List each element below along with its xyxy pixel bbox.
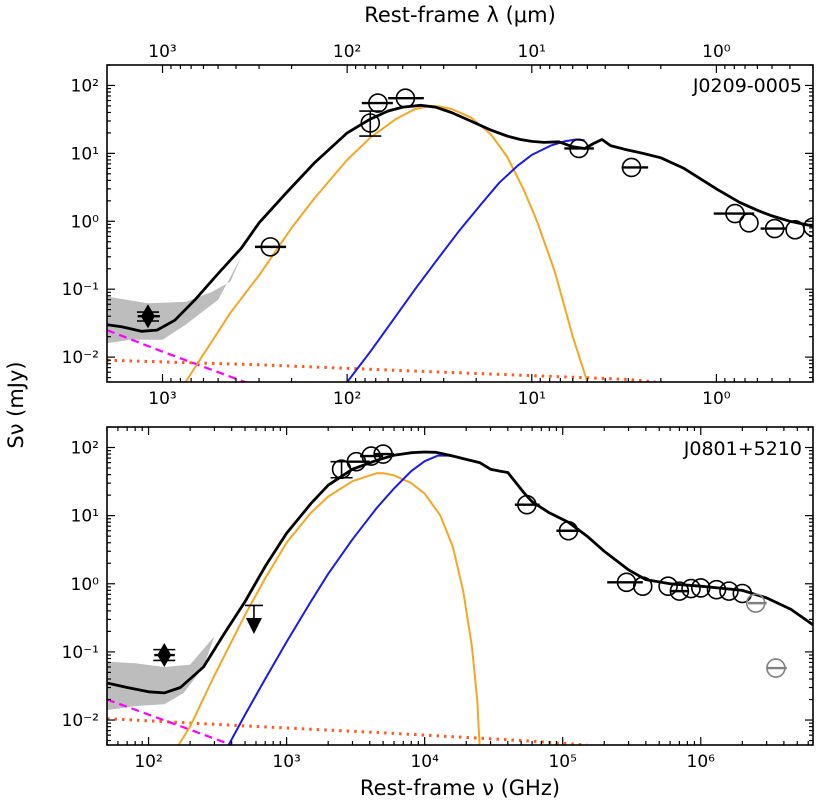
- bottom-nu-tick-label: 10²: [134, 752, 162, 772]
- bottom-data-point-11: [681, 578, 701, 599]
- top-data-point-7: [725, 203, 745, 224]
- top-y-tick-label: 10⁻¹: [62, 280, 99, 300]
- top-panel: 10²10¹10⁰10⁻¹10⁻²10³10²10¹10⁰10⁻¹10³10²1…: [62, 42, 830, 409]
- y-axis-title: Sν (mJy): [4, 361, 28, 448]
- top-lambda-tick-bottom-label: 10¹: [518, 389, 546, 409]
- top-data-point-9: [764, 218, 785, 239]
- bottom-total-model-line: [107, 450, 813, 695]
- bottom-data-point-8: [632, 576, 653, 597]
- top-y-tick-label: 10²: [71, 76, 99, 96]
- bottom-panel-source-label: J0801+5210: [683, 438, 802, 460]
- top-data-point-12: [822, 218, 830, 236]
- bottom-data-point-10: [669, 581, 690, 601]
- bottom-panel: 10² 10¹ 10⁰ 10⁻¹ 10⁻² 10² 10³ 10⁴ 10⁵ 10⁶ J0801+5…: [62, 426, 814, 772]
- top-lambda-tick-bottom-label: 10⁰: [702, 389, 731, 409]
- top-y-tick-label: 10⁻²: [62, 348, 99, 368]
- top-y-tick-label: 10¹: [71, 144, 99, 164]
- bottom-data-point-4: [373, 444, 393, 464]
- top-lambda-tick-top-label: 10⁰: [702, 42, 731, 62]
- top-data-point-11: [803, 217, 813, 237]
- bottom-panel-plot: [107, 444, 813, 745]
- top-warm-dust-line: [346, 138, 585, 382]
- bottom-grey-point-2: [766, 658, 786, 678]
- bottom-data-point-7: [616, 572, 637, 593]
- top-data-point-6: [621, 157, 642, 178]
- top-y-tick-label: 10⁰: [71, 212, 100, 232]
- bottom-cold-dust-line: [177, 472, 481, 745]
- bottom-nu-tick-label: 10³: [272, 752, 300, 772]
- top-radio-point-1: [140, 304, 155, 329]
- bottom-warm-dust-line: [227, 454, 457, 745]
- top-synchrotron-line: [107, 329, 249, 382]
- top-data-point-5: [569, 138, 589, 159]
- top-data-point-1: [260, 237, 281, 257]
- bottom-panel-ticks: 10² 10¹ 10⁰ 10⁻¹ 10⁻² 10² 10³ 10⁴ 10⁵ 10⁶: [62, 426, 813, 772]
- top-data-point-2: [360, 113, 381, 133]
- bottom-radio-band: [107, 636, 215, 711]
- top-axis-title: Rest-frame λ (μm): [364, 3, 556, 27]
- bottom-nu-tick-label: 10⁵: [548, 752, 576, 772]
- top-total-model-line: [107, 103, 813, 333]
- top-lambda-tick-top-label: 10²: [333, 42, 361, 62]
- bottom-panel-frame: [106, 426, 814, 746]
- bottom-synchrotron-line: [107, 698, 233, 745]
- top-data-point-8: [739, 212, 759, 233]
- bottom-radio-point-1: [157, 643, 172, 668]
- bottom-y-tick-label: 10⁻¹: [62, 643, 99, 663]
- top-panel-plot: [107, 88, 830, 382]
- bottom-data-point-14: [719, 581, 739, 601]
- bottom-data-point-13: [706, 579, 727, 600]
- bottom-data-point-12: [690, 578, 711, 598]
- top-lambda-tick-top-label: 10³: [148, 42, 176, 62]
- top-lambda-tick-bottom-label: 10²: [333, 389, 361, 409]
- bottom-free-free-line: [107, 717, 588, 745]
- top-panel-frame: [106, 64, 814, 383]
- bottom-data-point-9: [658, 576, 678, 597]
- bottom-y-tick-label: 10²: [71, 439, 99, 459]
- bottom-y-tick-label: 10¹: [71, 507, 99, 527]
- bottom-data-point-2: [346, 451, 367, 472]
- top-panel-ticks: 10²10¹10⁰10⁻¹10⁻²10³10²10¹10⁰10⁻¹10³10²1…: [62, 42, 814, 409]
- top-lambda-tick-top-label: 10¹: [518, 42, 546, 62]
- top-data-point-4: [395, 88, 416, 108]
- bottom-data-point-3: [361, 446, 382, 466]
- bottom-upper-limit-1: [245, 617, 262, 634]
- bottom-y-tick-label: 10⁰: [71, 575, 100, 595]
- bottom-data-point-15: [732, 583, 753, 604]
- top-panel-source-label: J0209-0005: [692, 75, 802, 97]
- bottom-nu-tick-label: 10⁴: [410, 752, 439, 772]
- top-lambda-tick-bottom-label: 10³: [148, 389, 176, 409]
- bottom-data-point-6: [558, 520, 579, 541]
- bottom-data-point-5: [517, 494, 537, 515]
- top-data-point-3: [368, 93, 388, 113]
- bottom-y-tick-label: 10⁻²: [62, 711, 99, 731]
- x-axis-title: Rest-frame ν (GHz): [360, 776, 560, 800]
- bottom-nu-tick-label: 10⁶: [687, 752, 716, 772]
- bottom-grey-point-1: [745, 593, 766, 613]
